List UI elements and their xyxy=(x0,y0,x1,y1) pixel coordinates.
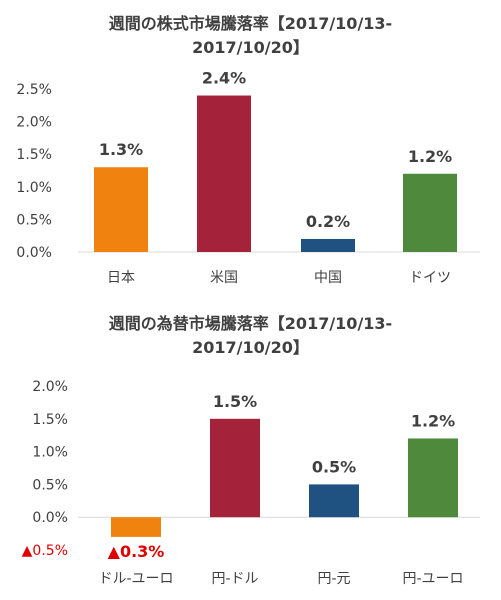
bar-chart-plot: 0.0% 0.5% 1.0% 1.5% 2.0% 2.5% 1.3% 日本 2.4% 米国 0.2%… xyxy=(16,69,480,286)
category-label: 円-元 xyxy=(317,571,350,587)
category-label: 円-ユーロ xyxy=(402,571,463,587)
bar-3 xyxy=(301,238,355,252)
category-label: ドイツ xyxy=(409,270,451,286)
bar-4 xyxy=(408,438,458,518)
stock-market-chart: 週間の株式市場騰落率【2017/10/13- 2017/10/20】 0.0% 0… xyxy=(0,12,501,286)
chart-title-line2: 2017/10/20】 xyxy=(192,338,309,357)
category-label: 日本 xyxy=(107,270,135,286)
chart-title-line1: 週間の為替市場騰落率【2017/10/13- xyxy=(108,314,393,333)
y-tick-label: 0.5% xyxy=(32,477,68,493)
y-tick-label: 0.0% xyxy=(16,245,52,261)
chart-title: 週間の為替市場騰落率【2017/10/13- 2017/10/20】 xyxy=(0,312,501,360)
forex-market-chart: 週間の為替市場騰落率【2017/10/13- 2017/10/20】 ▲0.5%… xyxy=(0,300,501,600)
bar-4 xyxy=(403,173,457,252)
y-tick-label: 0.5% xyxy=(16,212,52,228)
chart-title: 週間の株式市場騰落率【2017/10/13- 2017/10/20】 xyxy=(0,12,501,60)
data-label: ▲0.3% xyxy=(108,542,165,561)
data-label: 0.5% xyxy=(312,457,356,476)
data-label: 1.5% xyxy=(213,392,257,411)
bar-3 xyxy=(309,484,359,518)
data-label: 1.2% xyxy=(408,147,452,166)
y-tick-label: 1.0% xyxy=(16,180,52,196)
category-label: 円-ドル xyxy=(211,571,258,587)
chart-title-line1: 週間の株式市場騰落率【2017/10/13- xyxy=(108,14,393,33)
category-label: ドル-ユーロ xyxy=(98,571,173,587)
data-label: 2.4% xyxy=(202,69,246,88)
y-tick-label: 1.5% xyxy=(32,412,68,428)
y-tick-label: 0.0% xyxy=(32,510,68,526)
data-label: 1.2% xyxy=(411,411,455,430)
bar-1 xyxy=(111,517,161,537)
y-tick-label: 2.0% xyxy=(32,379,68,395)
y-tick-label: 2.0% xyxy=(16,115,52,131)
bar-1 xyxy=(94,167,148,252)
bar-2 xyxy=(197,95,251,253)
data-label: 0.2% xyxy=(306,212,350,231)
category-label: 中国 xyxy=(314,270,342,286)
chart-title-line2: 2017/10/20】 xyxy=(192,38,309,57)
bar-chart-plot: ▲0.5% 0.0% 0.5% 1.0% 1.5% 2.0% ▲0.3% ドル-ユーロ 1.5%… xyxy=(22,379,480,587)
category-label: 米国 xyxy=(210,270,238,286)
bar-2 xyxy=(210,418,260,518)
y-tick-label: 2.5% xyxy=(16,82,52,98)
data-label: 1.3% xyxy=(99,140,143,159)
y-tick-label: ▲0.5% xyxy=(22,543,68,559)
y-tick-label: 1.0% xyxy=(32,445,68,461)
y-tick-label: 1.5% xyxy=(16,147,52,163)
